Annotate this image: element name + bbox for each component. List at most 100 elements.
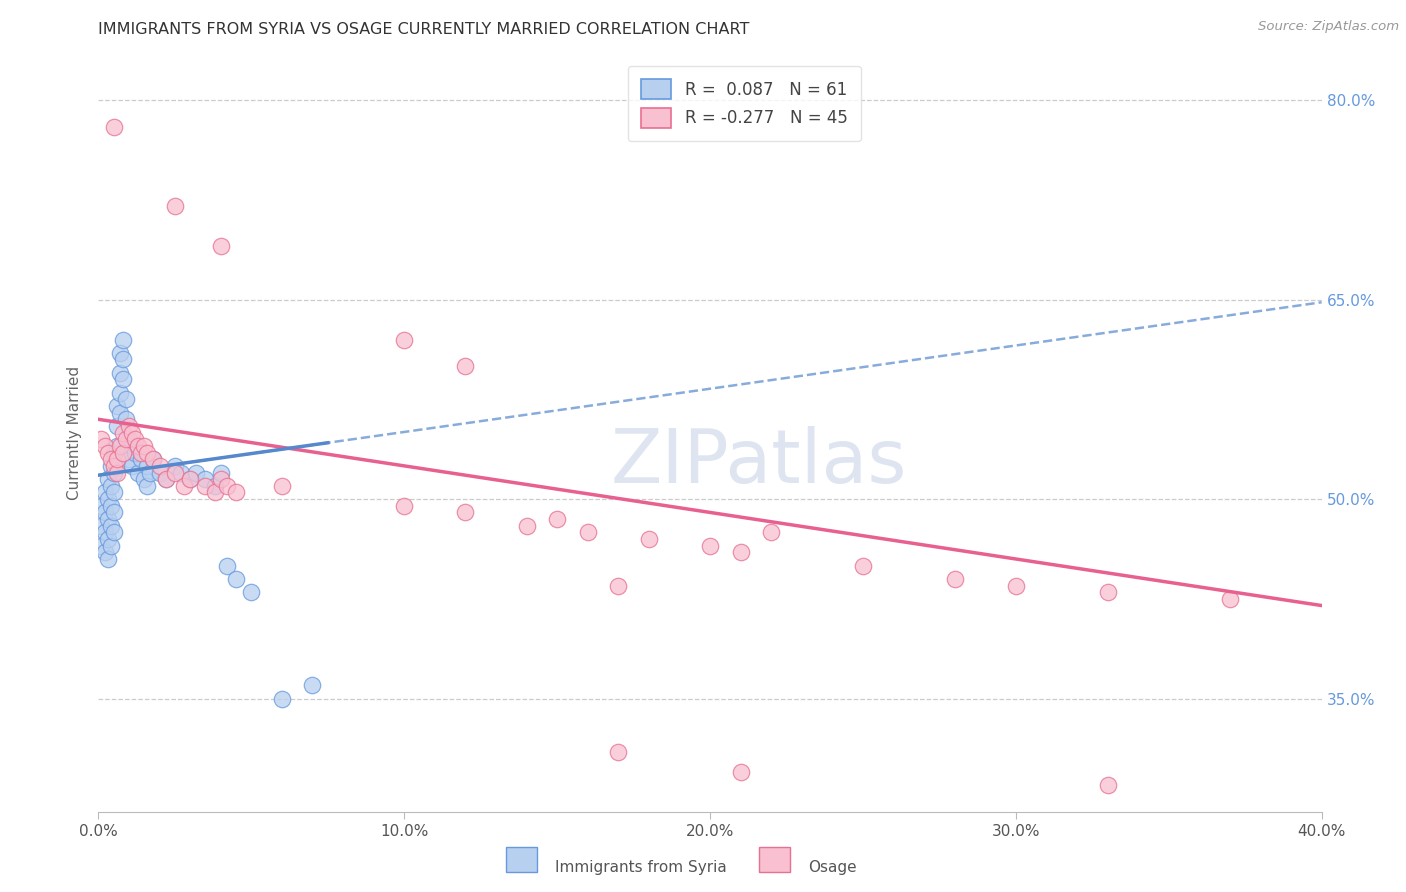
Point — [105, 419, 128, 434]
Point — [454, 505, 477, 519]
Point — [730, 764, 752, 779]
Point — [118, 452, 141, 467]
Point — [637, 532, 661, 546]
Point — [93, 439, 115, 453]
Point — [163, 199, 186, 213]
Point — [97, 512, 120, 526]
Text: IMMIGRANTS FROM SYRIA VS OSAGE CURRENTLY MARRIED CORRELATION CHART: IMMIGRANTS FROM SYRIA VS OSAGE CURRENTLY… — [98, 22, 749, 37]
Point — [179, 472, 201, 486]
Point — [93, 545, 115, 559]
Point — [852, 558, 875, 573]
Point — [90, 432, 112, 446]
Point — [103, 505, 125, 519]
Point — [108, 385, 131, 400]
Text: Source: ZipAtlas.com: Source: ZipAtlas.com — [1258, 20, 1399, 33]
Point — [186, 466, 208, 480]
Point — [270, 691, 292, 706]
Point — [93, 525, 115, 540]
Point — [136, 458, 159, 473]
Point — [100, 458, 122, 473]
Point — [97, 552, 120, 566]
Point — [179, 472, 201, 486]
Point — [576, 525, 599, 540]
Point — [607, 745, 630, 759]
Point — [215, 479, 238, 493]
Point — [392, 333, 416, 347]
Point — [392, 499, 416, 513]
Point — [142, 452, 165, 467]
Point — [108, 346, 131, 360]
Point — [90, 499, 112, 513]
Point — [97, 492, 120, 507]
Point — [163, 458, 186, 473]
Point — [115, 432, 138, 446]
Point — [103, 458, 125, 473]
Point — [108, 366, 131, 380]
Point — [105, 466, 128, 480]
Point — [155, 472, 177, 486]
Point — [155, 472, 177, 486]
Point — [103, 525, 125, 540]
Point — [121, 425, 143, 440]
Point — [209, 239, 232, 253]
Point — [111, 425, 134, 440]
Point — [111, 372, 134, 386]
Point — [134, 472, 156, 486]
Point — [93, 505, 115, 519]
Point — [215, 558, 238, 573]
Point — [111, 333, 134, 347]
Y-axis label: Currently Married: Currently Married — [67, 366, 83, 500]
Point — [1219, 591, 1241, 606]
Point — [118, 419, 141, 434]
Point — [139, 466, 162, 480]
Text: Immigrants from Syria: Immigrants from Syria — [555, 861, 727, 875]
Point — [105, 452, 128, 467]
Point — [90, 518, 112, 533]
Point — [270, 479, 292, 493]
Point — [108, 439, 131, 453]
Legend: R =  0.087   N = 61, R = -0.277   N = 45: R = 0.087 N = 61, R = -0.277 N = 45 — [628, 66, 860, 141]
Point — [108, 406, 131, 420]
Point — [136, 445, 159, 459]
Point — [100, 499, 122, 513]
Point — [115, 392, 138, 407]
Point — [105, 439, 128, 453]
Point — [454, 359, 477, 373]
Point — [1097, 778, 1119, 792]
Point — [546, 512, 568, 526]
Point — [129, 445, 152, 459]
Point — [105, 458, 128, 473]
Point — [204, 479, 226, 493]
Point — [103, 485, 125, 500]
Point — [759, 525, 782, 540]
Point — [699, 539, 721, 553]
Point — [100, 452, 122, 467]
Point — [163, 466, 186, 480]
Point — [100, 479, 122, 493]
Point — [149, 466, 172, 480]
Point — [105, 399, 128, 413]
Text: Osage: Osage — [808, 861, 858, 875]
Point — [124, 432, 146, 446]
Point — [100, 539, 122, 553]
Point — [943, 572, 966, 586]
Point — [170, 466, 193, 480]
Point — [100, 518, 122, 533]
Point — [173, 479, 195, 493]
Point — [129, 452, 152, 467]
Point — [103, 466, 125, 480]
Point — [1004, 578, 1026, 592]
Point — [225, 572, 247, 586]
Point — [516, 518, 538, 533]
Point — [209, 472, 232, 486]
Point — [121, 439, 143, 453]
Point — [127, 439, 149, 453]
Point — [127, 466, 149, 480]
Point — [111, 445, 134, 459]
Point — [103, 120, 125, 134]
Point — [1097, 585, 1119, 599]
Point — [124, 445, 146, 459]
Point — [194, 479, 217, 493]
Point — [142, 452, 165, 467]
Point — [149, 458, 172, 473]
